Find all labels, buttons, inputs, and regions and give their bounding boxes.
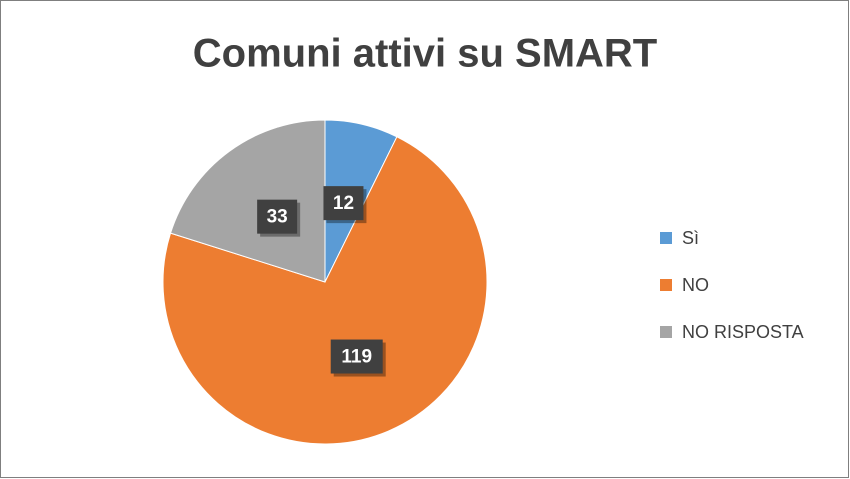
pie-slice <box>162 136 488 445</box>
pie-slice <box>169 119 326 283</box>
legend-swatch <box>660 232 672 244</box>
data-label: 119 <box>341 347 372 368</box>
data-label: 12 <box>333 193 354 214</box>
legend-swatch <box>660 326 672 338</box>
data-label-box <box>257 199 298 234</box>
data-label-box <box>323 186 364 221</box>
legend-label: NO RISPOSTA <box>682 322 804 342</box>
chart-title: Comuni attivi su SMART <box>193 32 657 76</box>
legend-label: NO <box>682 275 709 295</box>
legend-swatch <box>660 279 672 291</box>
data-label-box <box>330 339 383 374</box>
data-label: 33 <box>267 207 288 228</box>
legend-label: Sì <box>682 228 699 248</box>
